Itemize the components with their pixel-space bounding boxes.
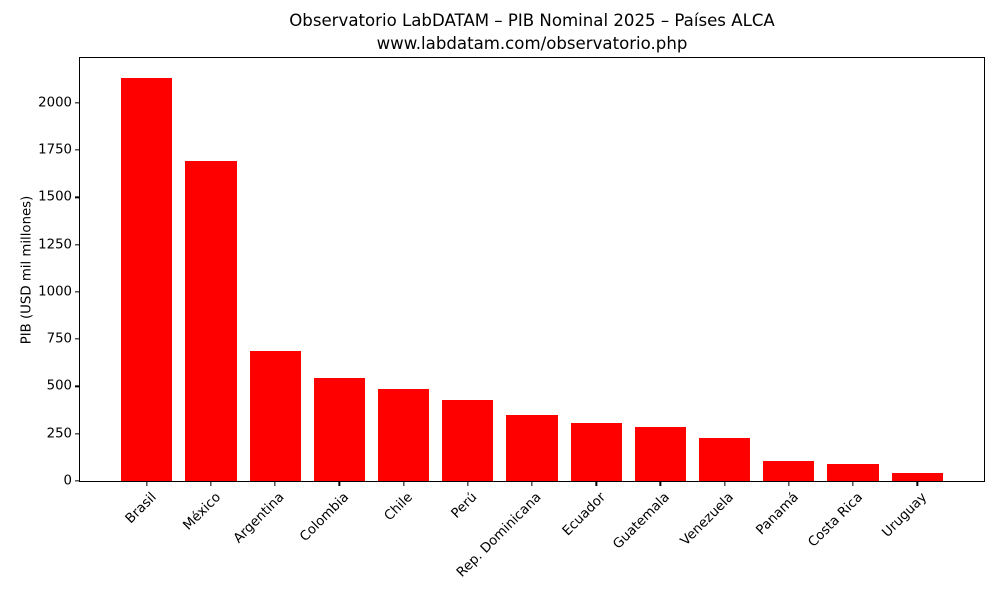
y-tick-mark: [75, 480, 79, 482]
bar-mexico: [185, 161, 237, 481]
y-tick-mark: [75, 196, 79, 198]
bar-guatemala: [634, 427, 687, 481]
bar-ecuador: [570, 423, 622, 481]
bar-chile: [377, 389, 430, 481]
x-tick-mark: [723, 482, 726, 486]
y-tick-label: 500: [46, 378, 72, 394]
bar-panama: [763, 461, 815, 481]
x-tick-mark: [852, 482, 854, 486]
x-tick-mark: [595, 482, 597, 486]
chart-title-block: Observatorio LabDATAM – PIB Nominal 2025…: [79, 9, 985, 55]
x-tick-label: Ecuador: [559, 490, 609, 540]
bar-costa-rica: [827, 463, 879, 481]
x-tick-label: Venezuela: [678, 490, 738, 549]
x-tick-mark: [659, 482, 662, 486]
y-tick-mark: [75, 291, 79, 293]
y-tick-mark: [75, 338, 79, 340]
x-tick-label: Brasil: [122, 490, 160, 527]
y-tick-label: 1000: [38, 284, 72, 300]
chart-title: Observatorio LabDATAM – PIB Nominal 2025…: [289, 11, 775, 30]
bar-uruguay: [891, 473, 943, 481]
y-tick-label: 250: [46, 426, 72, 442]
x-tick-mark: [788, 482, 790, 486]
x-tick-mark: [531, 482, 533, 486]
x-tick-label: Chile: [382, 490, 417, 525]
x-tick-label: Costa Rica: [805, 490, 866, 551]
y-tick-mark: [75, 433, 79, 435]
y-tick-label: 1750: [38, 142, 72, 158]
x-tick-label: México: [180, 490, 224, 534]
x-tick-mark: [210, 482, 212, 486]
x-tick-mark: [338, 482, 341, 486]
y-tick-label: 1250: [38, 237, 72, 253]
x-tick-mark: [274, 482, 276, 486]
y-tick-mark: [75, 149, 79, 151]
x-tick-mark: [467, 482, 469, 486]
x-tick-mark: [402, 482, 405, 486]
bar-colombia: [313, 377, 366, 481]
y-tick-mark: [75, 243, 79, 246]
x-tick-mark: [916, 482, 918, 486]
bar-peru: [442, 399, 494, 481]
y-tick-label: 2000: [38, 95, 72, 111]
x-tick-label: Uruguay: [879, 490, 930, 541]
y-tick-mark: [75, 385, 79, 388]
x-tick-label: Colombia: [297, 490, 352, 545]
x-tick-label: Panamá: [753, 490, 802, 539]
x-tick-mark: [146, 482, 148, 486]
y-tick-label: 1500: [38, 189, 72, 205]
bar-brasil: [121, 78, 173, 481]
y-tick-label: 750: [46, 331, 72, 347]
x-tick-label: Perú: [448, 490, 481, 522]
x-tick-label: Argentina: [231, 490, 288, 547]
plot-area: 0 250 500 750 1000 1250 1500 1750 2000 Brasil Méxi…: [38, 57, 985, 580]
bar-venezuela: [698, 438, 751, 481]
y-tick-mark: [75, 101, 79, 104]
y-axis-label: PIB (USD mil millones): [19, 195, 35, 345]
y-tick-label: 0: [63, 473, 72, 489]
chart-subtitle: www.labdatam.com/observatorio.php: [376, 34, 688, 53]
x-tick-label: Guatemala: [610, 490, 674, 553]
bar-argentina: [249, 351, 301, 481]
bar-rep-dominicana: [506, 414, 558, 481]
